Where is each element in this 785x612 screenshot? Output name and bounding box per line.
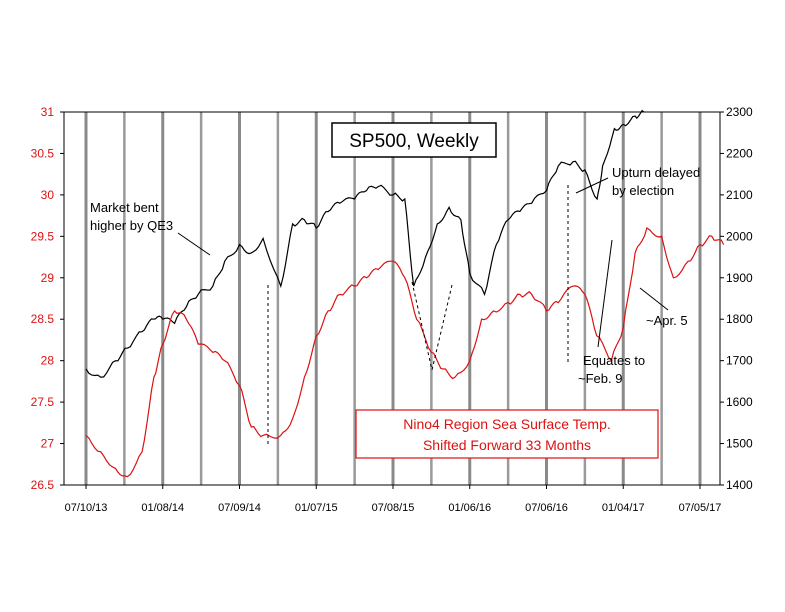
y-right-tick-label-4: 1800	[726, 312, 753, 326]
x-tick-label-5: 01/06/16	[448, 502, 491, 514]
arrow-apr5	[639, 287, 669, 311]
annotation-election-2: by election	[612, 183, 674, 198]
plot-frame	[63, 111, 721, 486]
y-right-tick-label-2: 1600	[726, 395, 753, 409]
x-tick-label-8: 07/05/17	[679, 502, 722, 514]
x-tick-label-0: 07/10/13	[65, 502, 108, 514]
annotation-election-1: Upturn delayed	[612, 165, 700, 180]
y-left-tick-label-0: 26.5	[31, 478, 55, 492]
x-tick-label-6: 07/06/16	[525, 502, 568, 514]
dashed-markers	[267, 185, 569, 445]
arrow-qe3	[177, 232, 211, 256]
nino-legend-1: Nino4 Region Sea Surface Temp.	[403, 416, 611, 432]
y-right-tick-label-8: 2200	[726, 146, 753, 160]
y-axis-left: 26.5 27 27.5 28 28.5 29 29.5 30 30.5 31	[31, 105, 64, 492]
y-left-tick-label-9: 31	[41, 105, 55, 119]
chart-title: SP500, Weekly	[349, 131, 479, 152]
series-line-0	[85, 109, 645, 378]
annotations: SP500, Weekly Market bent higher by QE3 …	[90, 122, 700, 459]
y-right-tick-label-7: 2100	[726, 188, 753, 202]
x-tick-label-4: 07/08/15	[372, 502, 415, 514]
y-left-tick-label-5: 29	[41, 271, 55, 285]
x-axis: 07/10/13 01/08/14 07/09/14 01/07/15 07/08/15…	[65, 485, 722, 514]
arrow-election	[575, 177, 609, 194]
series-line-1	[85, 227, 725, 478]
y-left-tick-label-4: 28.5	[31, 312, 55, 326]
dashed-marker-3	[431, 284, 453, 371]
series-group	[85, 109, 725, 478]
x-tick-label-7: 01/04/17	[602, 502, 645, 514]
x-tick-label-2: 07/09/14	[218, 502, 261, 514]
y-right-tick-label-5: 1900	[726, 271, 753, 285]
y-right-tick-label-3: 1700	[726, 354, 753, 368]
annotation-qe3-2: higher by QE3	[90, 218, 173, 233]
y-left-tick-label-1: 27	[41, 437, 55, 451]
y-axis-right: 1400 1500 1600 1700 1800 1900 2000 2100 2200 2300	[720, 105, 753, 492]
nino-legend-2: Shifted Forward 33 Months	[423, 437, 591, 453]
x-tick-label-1: 01/08/14	[141, 502, 184, 514]
y-right-tick-label-1: 1500	[726, 437, 753, 451]
y-left-tick-label-7: 30	[41, 188, 55, 202]
y-left-tick-label-6: 29.5	[31, 229, 55, 243]
y-left-tick-label-8: 30.5	[31, 146, 55, 160]
y-right-tick-label-6: 2000	[726, 229, 753, 243]
y-left-tick-label-3: 28	[41, 354, 55, 368]
dashed-marker-2	[411, 281, 433, 371]
y-right-tick-label-9: 2300	[726, 105, 753, 119]
y-right-tick-label-0: 1400	[726, 478, 753, 492]
annotation-qe3-1: Market bent	[90, 200, 159, 215]
arrow-feb9	[597, 239, 613, 348]
nino-legend-box	[355, 409, 659, 459]
y-left-tick-label-2: 27.5	[31, 395, 55, 409]
annotation-feb9-2: ~Feb. 9	[578, 371, 622, 386]
annotation-apr5: ~Apr. 5	[646, 313, 688, 328]
annotation-feb9-1: Equates to	[583, 353, 645, 368]
x-tick-label-3: 01/07/15	[295, 502, 338, 514]
title-box	[331, 122, 497, 158]
